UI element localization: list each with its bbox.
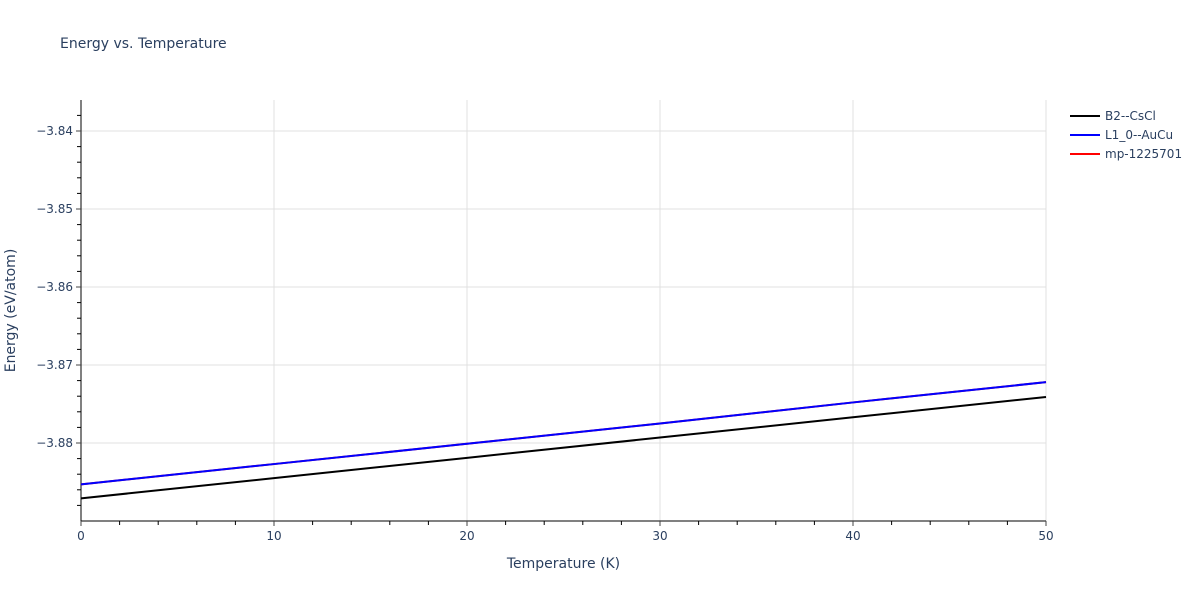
y-tick-label: −3.87 <box>36 358 73 372</box>
series-line-b2-cscl[interactable] <box>80 395 1047 500</box>
x-tick-label: 40 <box>845 529 860 543</box>
y-tick-label: −3.84 <box>36 124 73 138</box>
legend-label: mp-1225701 <box>1105 146 1183 161</box>
legend-swatch-icon <box>1070 133 1100 136</box>
legend-item-l10-aucu[interactable]: L1_0--AuCu <box>1070 125 1182 144</box>
legend-label: B2--CsCl <box>1105 108 1156 123</box>
x-tick-label: 0 <box>77 529 85 543</box>
y-tick-label: −3.86 <box>36 280 73 294</box>
y-tick-label: −3.85 <box>36 202 73 216</box>
legend-swatch-icon <box>1070 114 1100 117</box>
legend-item-b2-cscl[interactable]: B2--CsCl <box>1070 106 1182 125</box>
legend: B2--CsCl L1_0--AuCu mp-1225701 <box>1070 106 1182 163</box>
y-tick-label: −3.88 <box>36 436 73 450</box>
x-tick-label: 20 <box>459 529 474 543</box>
x-tick-label: 30 <box>652 529 667 543</box>
series-line-l1-0-aucu[interactable] <box>80 381 1047 486</box>
legend-label: L1_0--AuCu <box>1105 127 1174 142</box>
legend-item-mp-1225701[interactable]: mp-1225701 <box>1070 144 1182 163</box>
x-axis-title: Temperature (K) <box>506 556 620 572</box>
legend-swatch-icon <box>1070 152 1100 155</box>
chart-title: Energy vs. Temperature <box>60 36 227 52</box>
y-axis-title: Energy (eV/atom) <box>3 249 19 373</box>
x-tick-label: 50 <box>1038 529 1053 543</box>
x-tick-label: 10 <box>266 529 281 543</box>
